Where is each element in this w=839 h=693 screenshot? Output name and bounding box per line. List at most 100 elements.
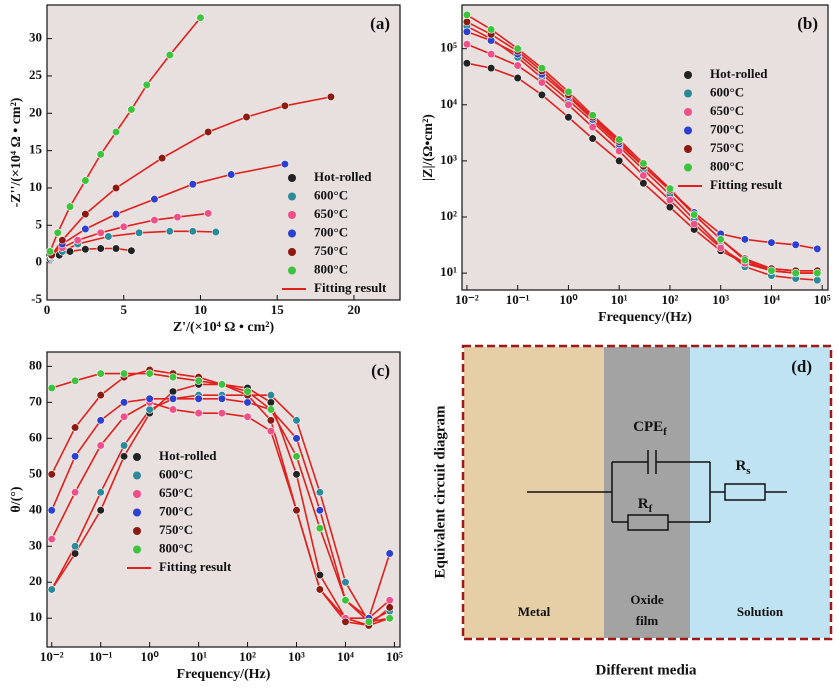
data-point [615,135,624,144]
data-point [740,256,750,265]
data-point [127,246,136,255]
data-point [65,247,75,256]
x-tick-label: 10⁻² [40,649,64,664]
data-point [462,10,472,19]
data-point [96,150,105,159]
panel-label: (c) [371,361,390,380]
data-point [243,387,252,396]
plot-area [46,4,401,301]
x-axis-label: Frequency/(Hz) [177,667,271,682]
data-point [315,506,324,515]
panel-label: (d) [791,357,812,376]
data-point [47,383,56,393]
data-point [341,578,350,587]
data-point [791,269,800,278]
data-point [315,570,324,580]
x-axis-label: Frequency/(Hz) [598,310,692,325]
data-point [537,64,546,73]
data-point [639,159,648,168]
legend-label: 750°C [710,140,744,155]
data-point [71,423,80,432]
data-point [150,195,159,204]
y-tick-label: 25 [29,67,43,82]
region-label: Oxide [630,592,663,607]
legend-marker [288,266,296,275]
x-tick-label: 10⁰ [141,649,160,664]
y-tick-label: 60 [29,429,42,444]
data-point [266,416,276,425]
data-point [266,391,276,400]
data-point [292,416,301,425]
data-point [47,506,56,515]
data-point [217,409,227,418]
data-point [537,78,546,87]
x-tick-label: 10⁻² [455,292,479,307]
data-point [813,269,822,278]
data-point [639,179,648,188]
legend-marker [133,453,141,461]
rs-label: Rs [735,458,751,476]
data-point [767,266,776,275]
bottom-label: Different media [596,662,697,678]
data-point [81,210,90,219]
data-point [73,236,82,245]
data-point [280,101,289,110]
legend-label: Hot-rolled [314,169,372,184]
data-point [462,27,472,36]
data-point [111,210,121,219]
data-point [81,245,90,254]
legend-label: 700°C [159,503,193,518]
resistor [724,483,766,501]
data-point [243,398,252,407]
data-point [462,59,472,68]
data-point [462,40,472,49]
legend-marker [684,108,692,116]
x-tick-label: 10⁻¹ [506,292,530,307]
y-tick-label: 20 [29,573,42,588]
y-tick-label: 10 [29,179,42,194]
label-sub: f [663,426,667,438]
data-point [96,488,105,497]
data-point [615,146,624,156]
data-point [142,80,151,90]
legend-label: Fitting result [710,177,783,192]
y-axis-label: |Z|/(Ω•cm²) [421,114,436,181]
y-tick-label: 30 [29,537,42,552]
data-point [564,100,573,109]
x-tick-label: 0 [44,302,51,317]
data-point [119,452,129,461]
data-point [217,394,227,403]
x-tick-label: 10² [239,649,256,664]
data-point [242,112,251,122]
legend-marker [288,174,296,182]
legend-marker [684,163,692,172]
data-point [292,470,301,479]
x-tick-label: 10³ [288,649,305,664]
label-sub: f [649,503,653,515]
data-point [81,224,90,234]
data-point [537,90,546,99]
legend-marker [133,508,141,517]
data-point [690,210,699,219]
data-point [487,25,496,34]
data-point [217,380,227,389]
legend-label: 700°C [710,121,744,136]
circuit-wire [527,450,787,523]
data-point [513,61,522,70]
data-point [96,228,105,237]
data-point [292,506,301,515]
data-point [665,203,675,212]
x-tick-label: 10⁰ [559,292,578,307]
data-point [119,369,129,378]
legend-marker [133,471,141,480]
legend-marker [684,145,692,153]
legend-marker [288,229,296,238]
data-point [145,394,154,403]
data-point [266,405,276,414]
label-main: R [735,458,746,474]
y-tick-label: 10 [29,609,42,624]
legend-label: 600°C [314,187,348,202]
data-point [292,434,301,443]
fit-line [49,17,202,252]
